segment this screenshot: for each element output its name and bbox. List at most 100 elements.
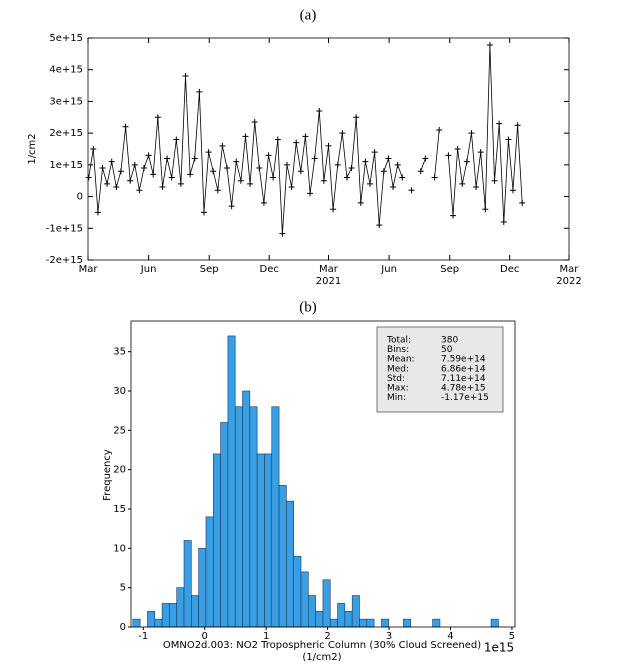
point-marker	[468, 130, 475, 137]
point-marker	[279, 230, 286, 237]
point-marker	[486, 41, 493, 48]
hist-bar	[359, 618, 368, 628]
point-marker	[514, 122, 521, 129]
x-tick-label: 0	[202, 631, 208, 642]
hist-bar	[286, 500, 294, 628]
point-marker	[177, 180, 184, 187]
stats-value: 380	[441, 336, 458, 346]
point-marker	[454, 146, 461, 152]
x-tick-label: 2	[324, 631, 330, 642]
point-marker	[362, 158, 369, 165]
point-marker	[390, 184, 397, 191]
point-marker	[136, 187, 143, 194]
point-marker	[85, 174, 92, 181]
hist-bar	[329, 618, 338, 628]
point-marker	[99, 165, 106, 172]
y-tick-label: 0	[120, 622, 126, 633]
point-marker	[154, 114, 161, 121]
point-marker	[159, 184, 166, 191]
point-marker	[104, 180, 111, 187]
stats-value: 4.78e+15	[441, 384, 486, 394]
point-marker	[242, 133, 249, 140]
point-marker	[380, 168, 387, 175]
point-marker	[367, 180, 374, 187]
hist-bar	[315, 610, 324, 628]
point-marker	[247, 180, 254, 187]
y-tick-label: 35	[113, 347, 126, 358]
point-marker	[90, 146, 97, 152]
point-marker	[348, 165, 355, 172]
point-marker	[491, 177, 498, 184]
hist-bar	[366, 618, 375, 628]
x-tick-label: Jun	[381, 264, 397, 275]
y-tick-label: 10	[113, 543, 126, 554]
point-marker	[228, 203, 235, 210]
hist-bar	[169, 603, 178, 628]
x-tick-label: Sep	[199, 264, 219, 275]
hist-bar	[161, 603, 170, 628]
hist-bar	[154, 618, 163, 628]
stats-box	[376, 326, 504, 413]
point-marker	[122, 123, 129, 130]
point-marker	[164, 155, 171, 162]
hist-bar	[490, 618, 499, 628]
x-tick-label: 1	[263, 631, 269, 642]
point-marker	[376, 222, 383, 229]
point-marker	[127, 177, 134, 184]
chart-title: (b)	[299, 299, 317, 315]
point-marker	[302, 133, 309, 140]
x-tick-label: Dec	[259, 264, 279, 275]
point-marker	[509, 187, 516, 194]
x-tick-label: Mar	[78, 264, 98, 275]
y-tick-label: 4e+15	[49, 65, 83, 76]
hist-bar	[351, 595, 360, 628]
point-marker	[408, 187, 415, 194]
point-marker	[459, 180, 466, 187]
point-marker	[270, 174, 277, 181]
point-marker	[113, 184, 120, 191]
x-tick-label: 5	[509, 631, 515, 642]
stats-value: 6.86e+14	[441, 364, 486, 374]
x-axis-label: OMNO2d.003: NO2 Tropospheric Column (30%…	[162, 640, 482, 663]
point-marker	[473, 184, 480, 191]
hist-bar	[344, 610, 353, 628]
point-marker	[274, 136, 281, 143]
point-marker	[353, 114, 360, 121]
point-marker	[173, 136, 180, 143]
x-offset-label: 1e15	[484, 641, 514, 655]
point-marker	[519, 199, 526, 206]
point-marker	[307, 190, 314, 197]
point-marker	[260, 199, 267, 206]
point-marker	[288, 184, 295, 191]
point-marker	[297, 168, 304, 175]
point-marker	[191, 155, 198, 162]
y-tick-label: -2e+15	[46, 255, 83, 266]
hist-bar	[322, 579, 331, 628]
point-marker	[311, 155, 318, 162]
hist-bar	[337, 603, 346, 628]
hist-bar	[432, 618, 441, 628]
hist-bar	[212, 453, 221, 628]
hist-bar	[132, 618, 141, 628]
x-tick-label: 3	[386, 631, 392, 642]
x-tick-label: Sep	[440, 264, 460, 275]
stats-value: 7.59e+14	[441, 355, 486, 365]
point-marker	[496, 120, 503, 127]
point-marker	[256, 165, 263, 172]
point-marker	[219, 142, 226, 149]
y-tick-label: 1e+15	[49, 160, 83, 171]
point-marker	[200, 209, 207, 216]
point-marker	[450, 212, 457, 219]
point-marker	[150, 171, 157, 178]
hist-bar	[191, 595, 199, 628]
point-marker	[210, 168, 217, 175]
point-marker	[422, 155, 429, 162]
point-marker	[371, 149, 378, 156]
y-tick-label: 5e+15	[49, 33, 83, 44]
y-tick-label: 30	[113, 386, 126, 397]
point-marker	[293, 139, 300, 146]
y-axis-label: Frequency	[102, 449, 113, 501]
hist-bar	[381, 618, 390, 628]
point-marker	[417, 168, 424, 175]
